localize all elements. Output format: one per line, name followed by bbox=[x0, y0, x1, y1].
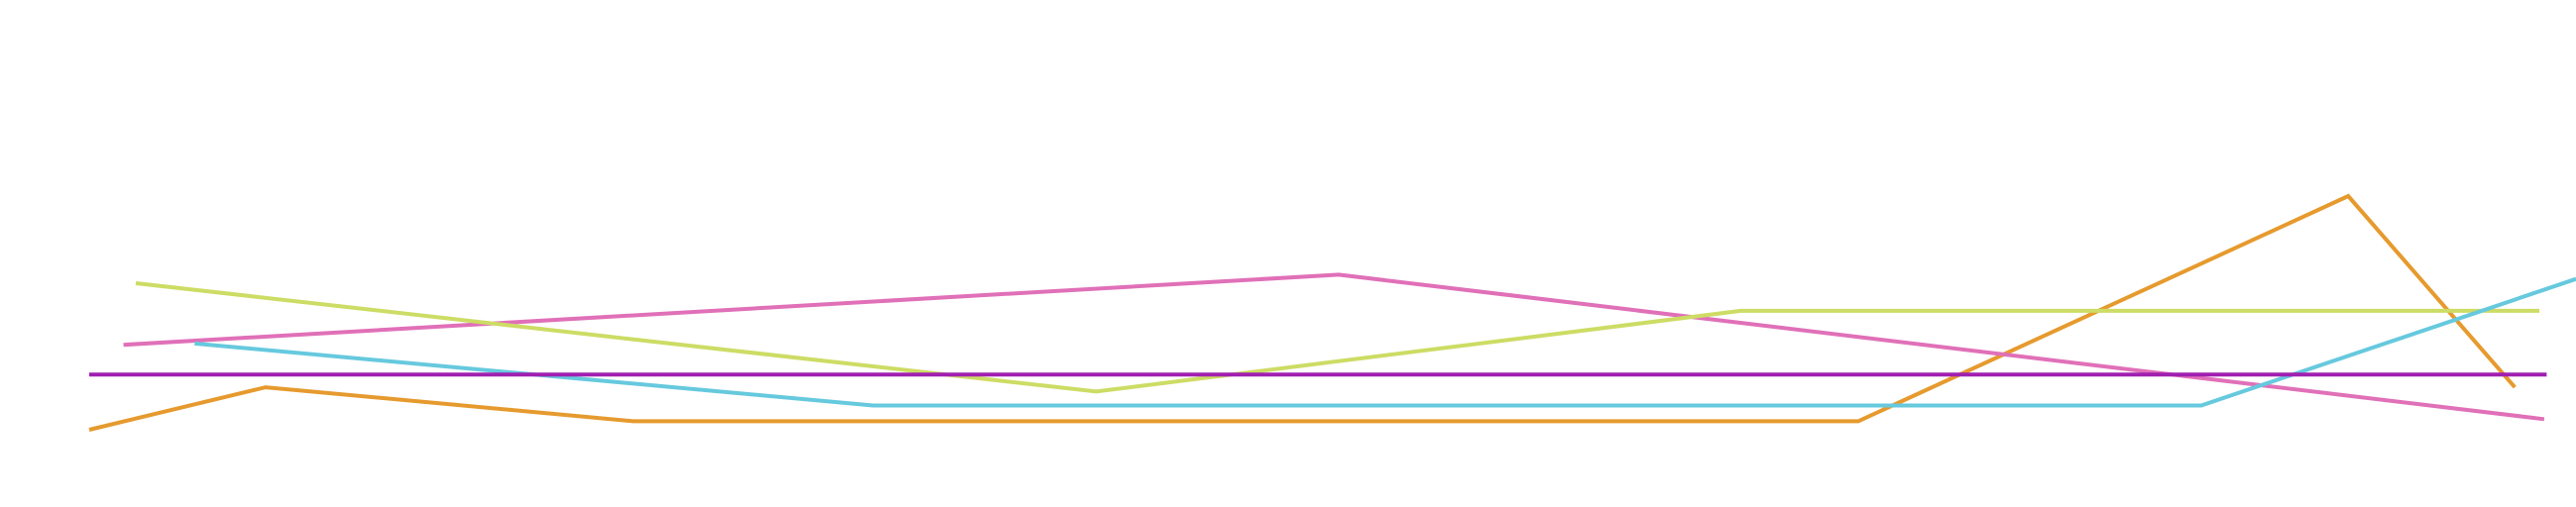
series-line-4 bbox=[194, 276, 2576, 408]
series-line-2 bbox=[123, 272, 2545, 422]
series-line-1 bbox=[88, 193, 2517, 432]
series-line-3 bbox=[135, 281, 2539, 394]
